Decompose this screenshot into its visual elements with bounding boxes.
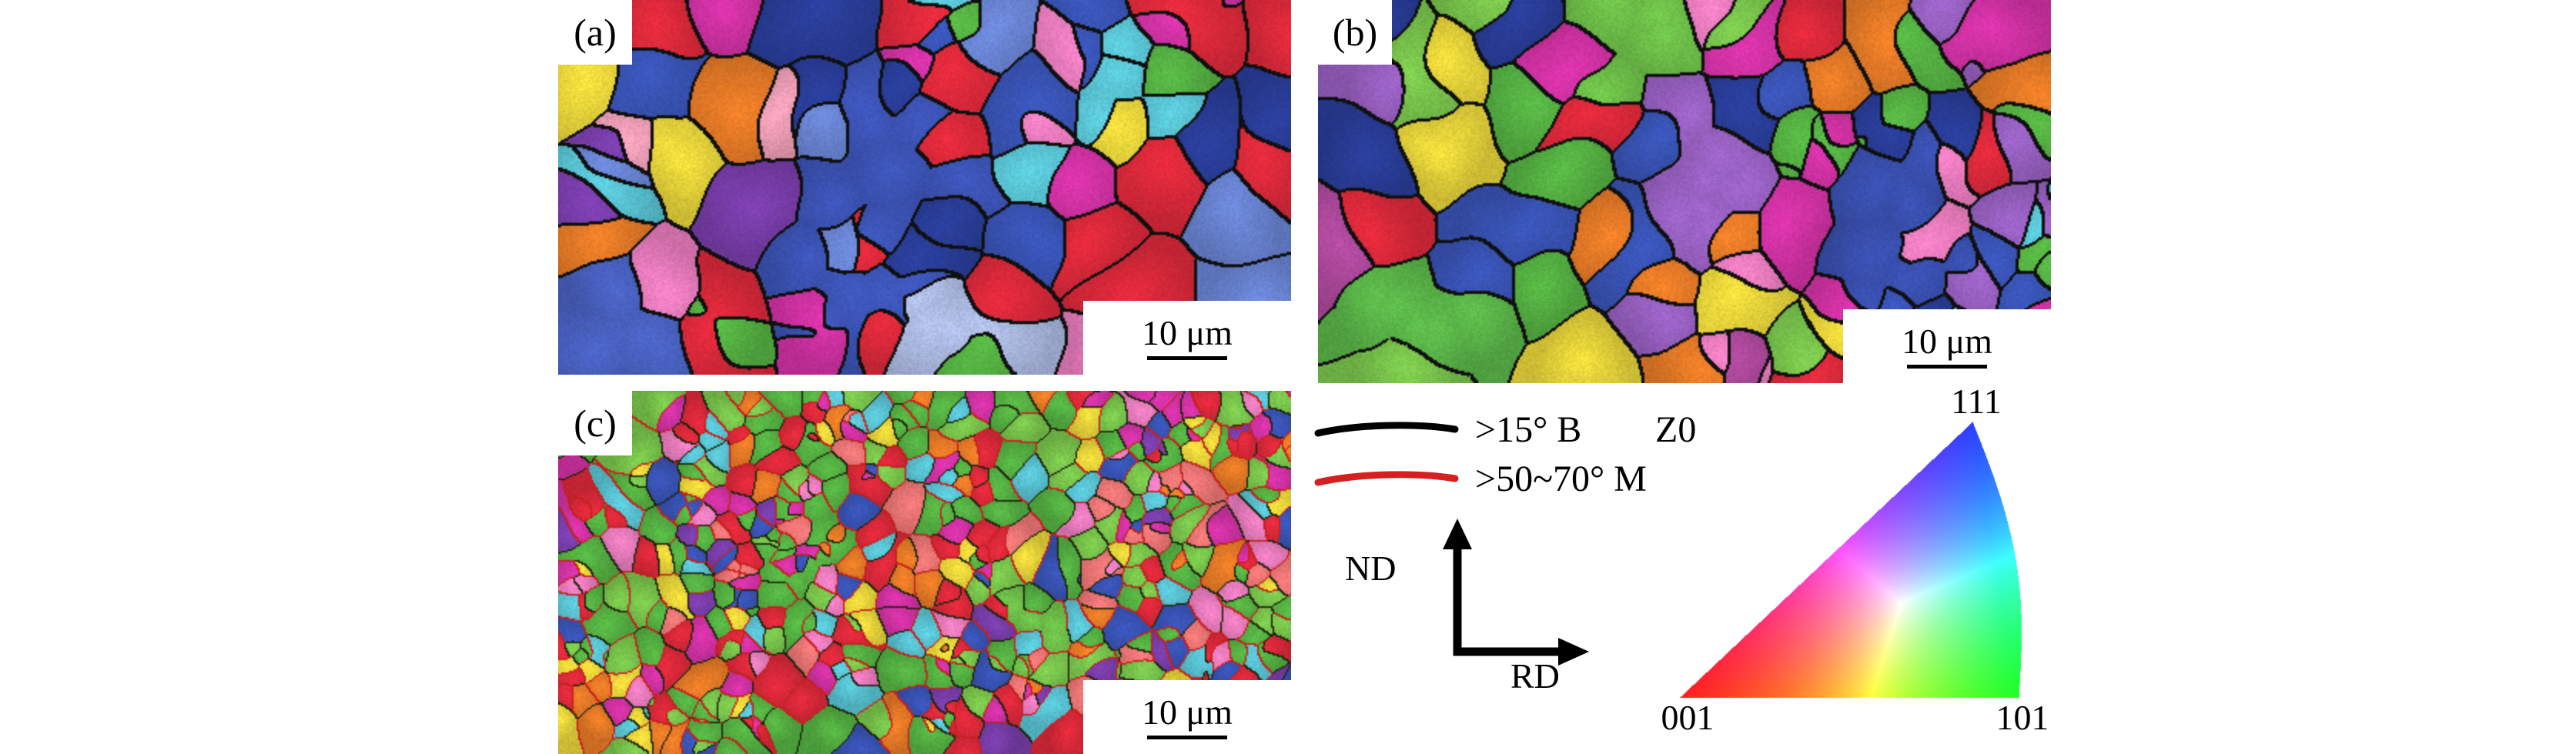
scale-bar-a-line [1147, 356, 1227, 360]
panel-label-a: (a) [558, 0, 632, 65]
nd-arrowhead-icon [1443, 519, 1472, 549]
scale-bar-c-line [1147, 736, 1227, 739]
scale-bar-b: 10 μm [1843, 309, 2051, 383]
nd-axis-label: ND [1345, 549, 1397, 588]
scale-bar-c-text: 10 μm [1142, 692, 1233, 732]
scale-bar-a-text: 10 μm [1142, 313, 1233, 352]
ipf-corner-101-label: 101 [1996, 698, 2049, 737]
rd-arrowhead-icon [1558, 638, 1589, 666]
panel-label-c-text: (c) [574, 402, 617, 445]
panel-label-b: (b) [1318, 0, 1392, 65]
ipf-corner-111-label: 111 [1951, 382, 2002, 421]
legend-entry-high-angle: >15° B [1475, 409, 1582, 450]
legend-entry-martensite: >50~70° M [1475, 459, 1647, 499]
ebsd-panel-c: (c) 10 μm [558, 391, 1291, 754]
high-angle-boundary-line [1314, 422, 1459, 437]
martensite-boundary-line [1314, 471, 1459, 486]
ipf-color-key [1671, 414, 2032, 708]
ebsd-panel-a: (a) 10 μm [558, 0, 1291, 375]
rd-axis-label: RD [1510, 656, 1560, 696]
scale-bar-b-line [1907, 365, 1987, 369]
panel-label-c: (c) [558, 391, 632, 455]
nd-rd-axes [1443, 519, 1589, 666]
scale-bar-b-text: 10 μm [1902, 322, 1992, 361]
ebsd-panel-b: (b) 10 μm [1318, 0, 2051, 383]
scale-bar-c: 10 μm [1083, 680, 1291, 754]
panel-label-a-text: (a) [574, 11, 617, 54]
ipf-triangle [1671, 414, 2032, 708]
scale-bar-a: 10 μm [1083, 301, 1291, 375]
panel-label-b-text: (b) [1332, 11, 1378, 54]
ipf-corner-001-label: 001 [1661, 698, 1715, 737]
